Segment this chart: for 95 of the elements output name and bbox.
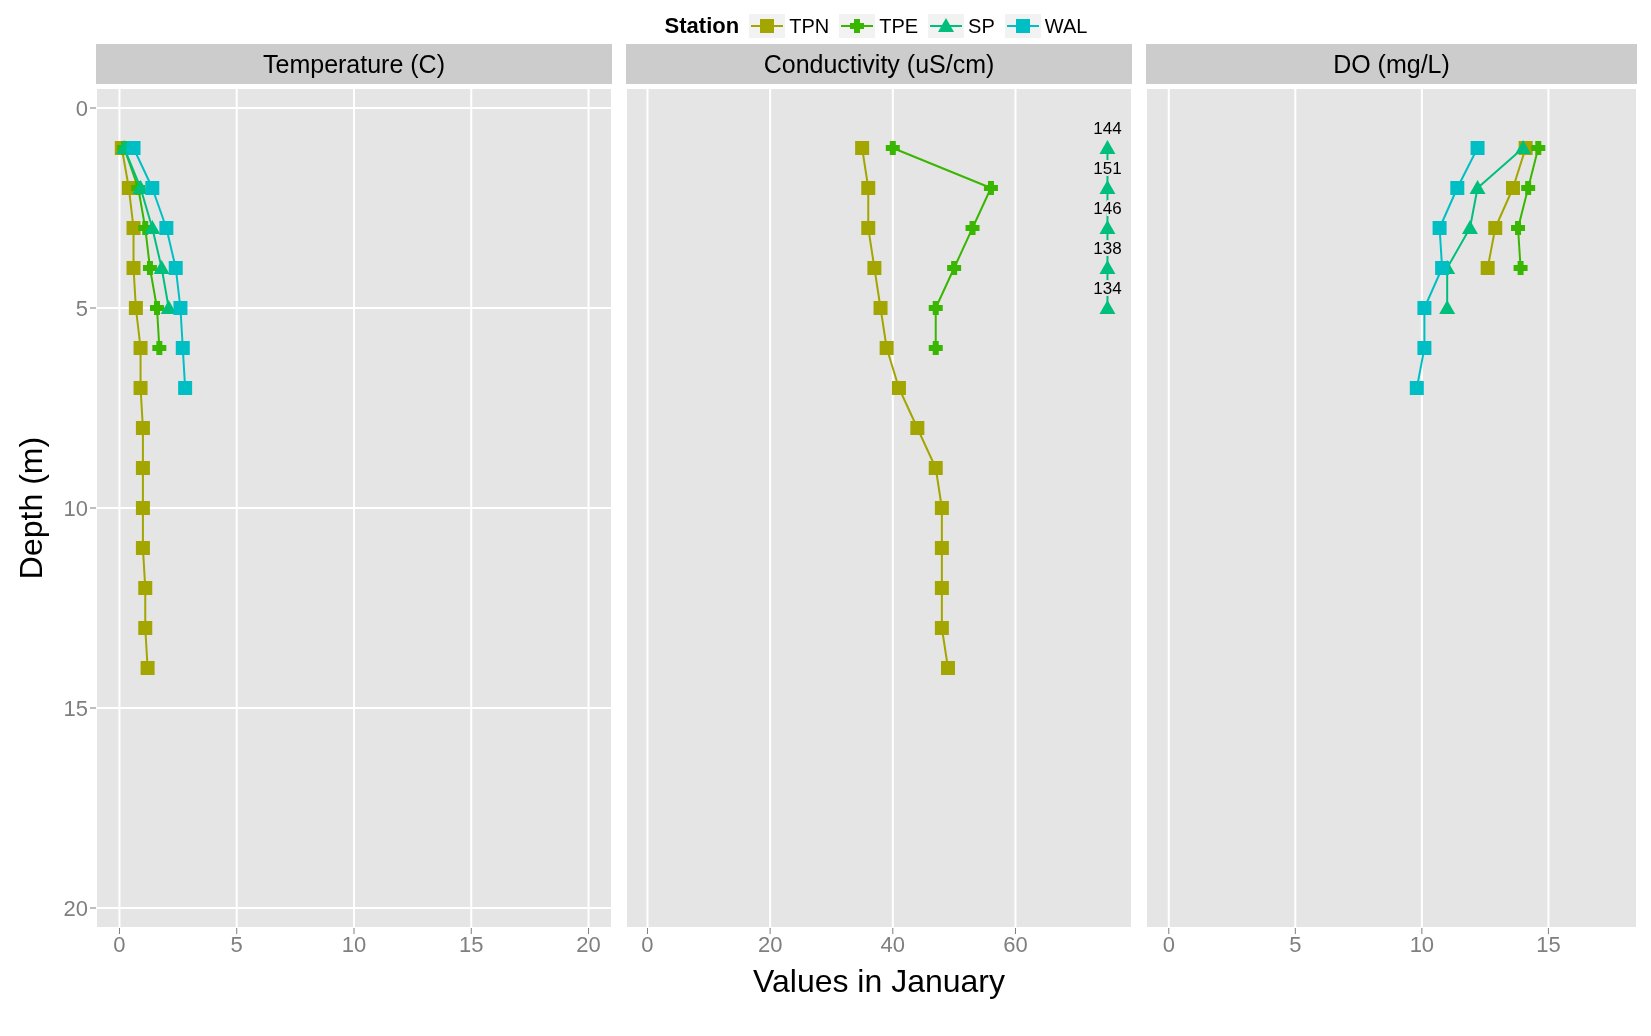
y-tick-label: 0: [75, 95, 88, 121]
legend-title: Station: [664, 13, 740, 39]
legend-label: WAL: [1044, 14, 1088, 38]
legend-label: TPN: [789, 14, 830, 38]
point: [145, 181, 160, 195]
x-tick-label: 15: [459, 931, 484, 957]
point: [126, 261, 141, 275]
y-tick-label: 5: [75, 295, 88, 321]
point: [947, 261, 962, 275]
point: [135, 501, 150, 515]
x-tick-label: 10: [341, 931, 367, 957]
point: [934, 621, 949, 635]
chart-title: Conductivity (uS/cm): [626, 44, 1132, 84]
x-tick-label: 0: [113, 931, 126, 957]
chart-title: Temperature (C): [96, 44, 612, 84]
point: [928, 461, 943, 475]
chart-title: DO (mg/L): [1146, 44, 1637, 84]
y-tick-label: 10: [63, 495, 88, 521]
point: [934, 501, 949, 515]
point: [1461, 220, 1478, 234]
point: [1480, 261, 1495, 275]
point: [855, 141, 870, 155]
point: [1435, 261, 1450, 275]
point: [168, 261, 183, 275]
point: [1513, 261, 1528, 275]
point: [133, 381, 148, 395]
point: [142, 261, 157, 275]
y-tick-label: 20: [63, 895, 88, 921]
point: [879, 341, 894, 355]
x-tick-label: 40: [880, 931, 906, 957]
point: [1488, 221, 1503, 235]
point: [1432, 221, 1447, 235]
point: [144, 220, 161, 234]
point: [910, 421, 925, 435]
x-axis-title: Values in January: [753, 963, 1005, 999]
y-tick-label: 15: [63, 695, 88, 721]
point: [861, 181, 876, 195]
x-tick-label: 10: [1409, 931, 1435, 957]
x-tick-label: 5: [1289, 931, 1302, 957]
x-tick-label: 20: [576, 931, 601, 957]
point: [128, 301, 143, 315]
point: [928, 301, 943, 315]
point: [1450, 181, 1465, 195]
point: [1099, 260, 1116, 274]
point: [928, 341, 943, 355]
point: [1511, 221, 1526, 235]
point: [153, 260, 170, 274]
y-axis-title: Depth (m): [13, 436, 50, 580]
x-tick-label: 20: [757, 931, 783, 957]
point: [135, 461, 150, 475]
x-tick-label: 60: [1003, 931, 1028, 957]
legend-label: TPE: [879, 14, 919, 38]
point: [1417, 341, 1432, 355]
point: [1409, 381, 1424, 395]
point: [873, 301, 888, 315]
point: [861, 221, 876, 235]
point: [1521, 181, 1536, 195]
point: [965, 221, 980, 235]
point: [159, 221, 174, 235]
point: [1099, 140, 1116, 154]
point: [1470, 141, 1485, 155]
point: [126, 221, 141, 235]
point: [175, 341, 190, 355]
point: [149, 301, 164, 315]
point: [126, 141, 141, 155]
point: [983, 181, 998, 195]
point: [1099, 300, 1116, 314]
point: [934, 541, 949, 555]
x-tick-label: 0: [641, 931, 654, 957]
point: [934, 581, 949, 595]
legend-label: SP: [968, 14, 995, 38]
point: [1439, 300, 1456, 314]
point: [138, 621, 153, 635]
point: [152, 341, 167, 355]
point: [1505, 181, 1520, 195]
point: [173, 301, 188, 315]
x-tick-label: 15: [1536, 931, 1561, 957]
point: [1469, 180, 1486, 194]
x-tick-label: 5: [230, 931, 243, 957]
point: [891, 381, 906, 395]
point: [885, 141, 900, 155]
point: [135, 421, 150, 435]
point: [140, 661, 155, 675]
point: [1531, 141, 1546, 155]
point: [867, 261, 882, 275]
x-tick-label: 0: [1162, 931, 1175, 957]
point: [138, 581, 153, 595]
point: [135, 541, 150, 555]
point: [1099, 180, 1116, 194]
point: [941, 661, 955, 675]
point: [178, 381, 193, 395]
annotation: 144: [1093, 119, 1122, 138]
point: [133, 341, 148, 355]
point: [1417, 301, 1432, 315]
point: [1099, 220, 1116, 234]
